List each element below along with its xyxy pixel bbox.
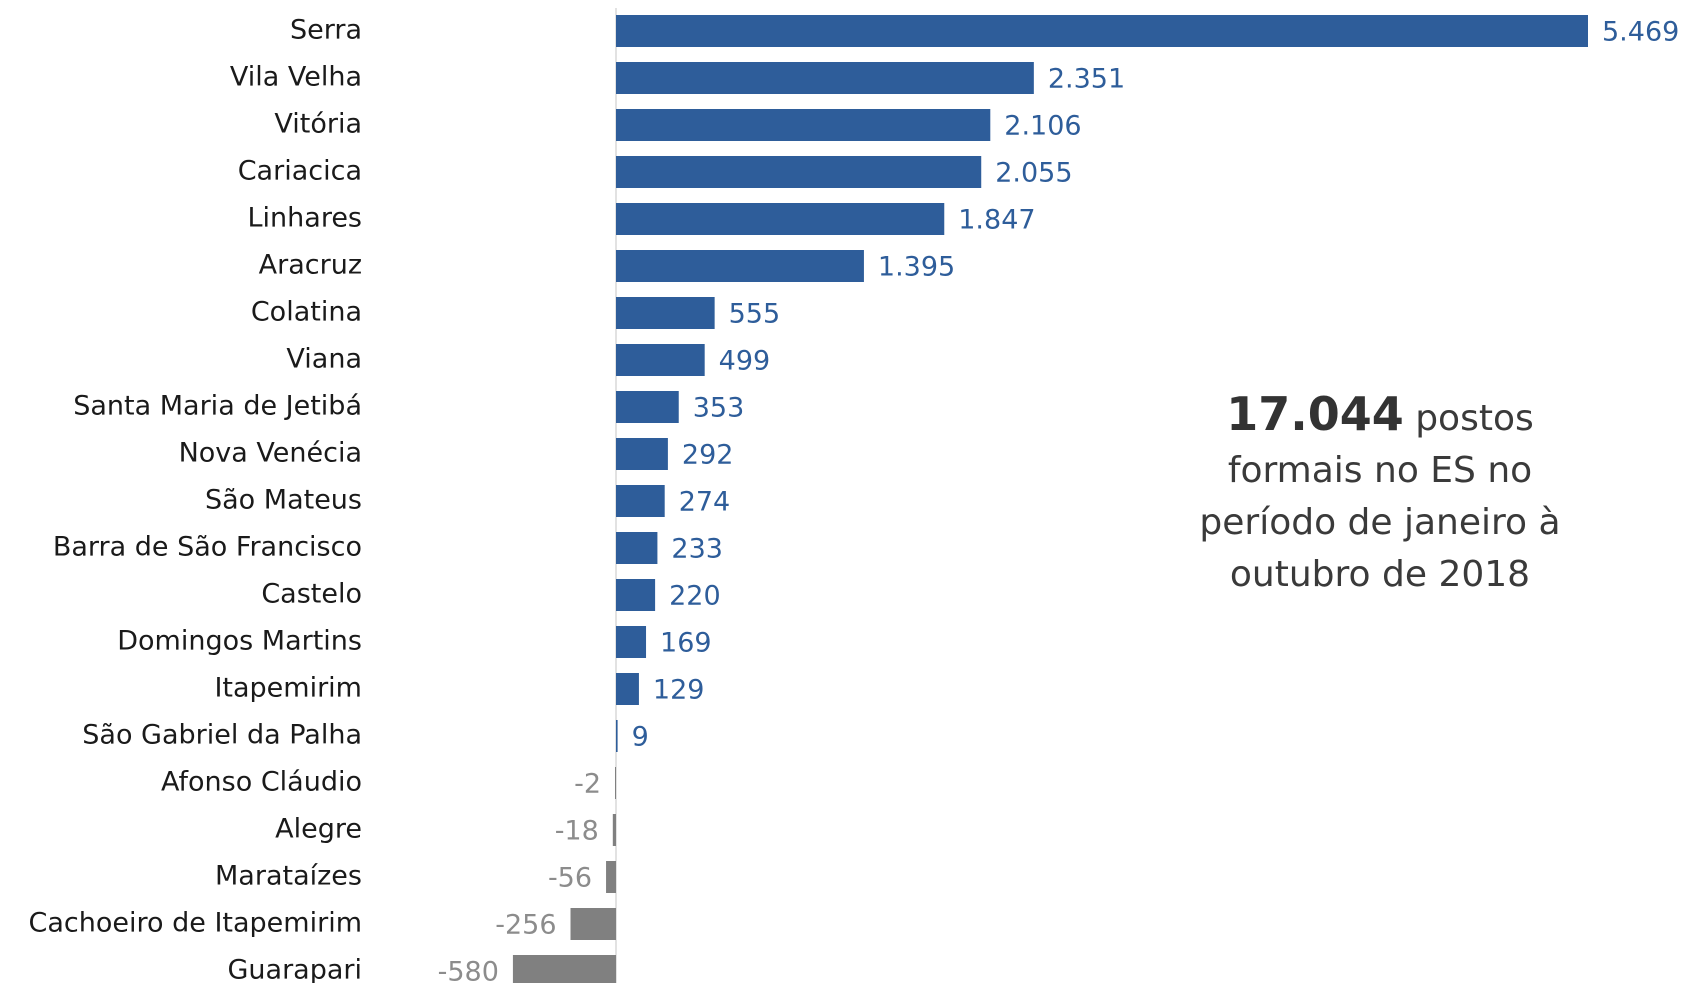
data-label: 499 — [719, 346, 771, 377]
category-label: Marataízes — [215, 861, 362, 892]
category-label: São Mateus — [205, 485, 362, 516]
bar — [616, 438, 668, 470]
annotation-line-3: período de janeiro à — [1199, 502, 1561, 543]
data-label: 129 — [653, 675, 705, 706]
bar — [570, 908, 616, 940]
data-label: 9 — [632, 722, 649, 753]
bar — [616, 203, 945, 235]
data-label: -56 — [548, 863, 592, 894]
data-label: 169 — [660, 628, 712, 659]
data-label: 2.351 — [1048, 64, 1125, 95]
category-label: Castelo — [261, 579, 362, 610]
data-label: 292 — [682, 440, 734, 471]
annotation-line-4: outubro de 2018 — [1229, 554, 1531, 595]
data-label: 2.055 — [995, 158, 1072, 189]
bar — [616, 720, 618, 752]
annotation-line-1: 17.044 postos — [1150, 388, 1610, 445]
data-label: 353 — [693, 393, 745, 424]
bar — [616, 391, 679, 423]
bar — [616, 579, 656, 611]
data-label: 274 — [679, 487, 731, 518]
data-label: 220 — [669, 581, 721, 612]
category-label: Barra de São Francisco — [53, 532, 362, 563]
data-label: 233 — [671, 534, 723, 565]
total-jobs-value: 17.044 — [1226, 387, 1404, 441]
annotation-line-2: formais no ES no — [1227, 450, 1533, 491]
bar — [512, 955, 616, 983]
bar — [616, 532, 658, 564]
data-label: 1.395 — [878, 252, 955, 283]
annotation-line-1-rest: postos — [1403, 398, 1534, 439]
category-label: Serra — [290, 15, 362, 46]
category-label: Nova Venécia — [179, 438, 362, 469]
category-label: Viana — [286, 344, 362, 375]
category-label: Guarapari — [227, 955, 362, 983]
bar — [616, 109, 991, 141]
category-label: Aracruz — [259, 250, 362, 281]
category-label: Alegre — [275, 814, 362, 845]
bar — [612, 814, 616, 846]
category-label: Santa Maria de Jetibá — [73, 391, 362, 422]
bar — [616, 297, 715, 329]
category-label: Itapemirim — [214, 673, 362, 704]
bar — [606, 861, 616, 893]
data-label: -256 — [495, 910, 556, 941]
data-label: -580 — [438, 957, 499, 983]
bar — [616, 626, 647, 658]
data-label: 1.847 — [958, 205, 1035, 236]
bar — [616, 250, 864, 282]
bar — [616, 485, 665, 517]
category-label: Linhares — [248, 203, 363, 234]
bar — [616, 62, 1034, 94]
bar — [616, 15, 1588, 47]
bar — [616, 344, 705, 376]
category-label: Colatina — [251, 297, 362, 328]
bar — [616, 156, 982, 188]
category-label: Vila Velha — [230, 62, 362, 93]
data-label: -2 — [574, 769, 601, 800]
category-label: Domingos Martins — [117, 626, 362, 657]
data-label: -18 — [555, 816, 599, 847]
data-label: 5.469 — [1602, 17, 1679, 48]
data-label: 555 — [729, 299, 781, 330]
category-label: Cariacica — [238, 156, 362, 187]
category-label: Cachoeiro de Itapemirim — [29, 908, 362, 939]
data-label: 2.106 — [1004, 111, 1081, 142]
category-label: São Gabriel da Palha — [82, 720, 362, 751]
summary-annotation: 17.044 postos formais no ES no período d… — [1150, 388, 1610, 601]
category-label: Afonso Cláudio — [161, 767, 362, 798]
bar — [616, 673, 639, 705]
bar — [615, 767, 616, 799]
category-label: Vitória — [274, 109, 362, 140]
